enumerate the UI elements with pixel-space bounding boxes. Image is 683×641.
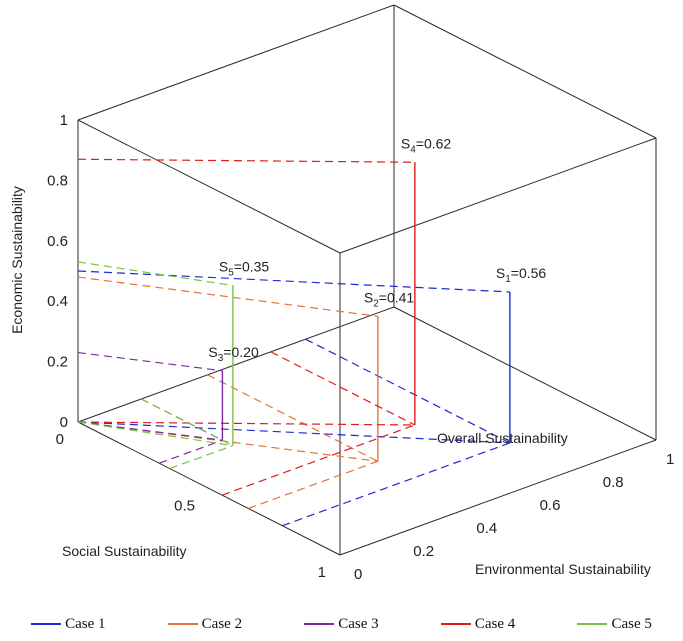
legend-item: Case 5 xyxy=(577,615,652,633)
series-economic-projection xyxy=(77,261,233,287)
series-social-projection xyxy=(282,442,511,527)
series-origin-projection xyxy=(77,421,223,441)
score-annotations: S1=0.56 S2=0.41 S3=0.20 S4=0.62 S5=0.35 xyxy=(208,135,546,364)
legend-label: Case 3 xyxy=(338,615,379,632)
box-edge xyxy=(393,306,657,441)
legend-swatch xyxy=(167,623,198,625)
legend-item: Case 4 xyxy=(440,615,516,633)
social-tick-label: 0.5 xyxy=(174,498,195,515)
box-edge xyxy=(339,439,657,556)
environmental-axis-label: Environmental Sustainability xyxy=(475,561,651,577)
environmental-tick-label: 0.8 xyxy=(603,474,624,491)
legend-label: Case 1 xyxy=(65,615,106,632)
environmental-tick-label: 0 xyxy=(354,566,362,583)
environmental-tick-label: 0.4 xyxy=(476,520,497,537)
legend-swatch xyxy=(31,623,62,625)
social-tick-label: 0 xyxy=(56,431,64,448)
legend-swatch xyxy=(440,623,471,625)
score-annotation: S3=0.20 xyxy=(208,344,259,364)
box-edge xyxy=(339,137,657,254)
legend-swatch xyxy=(304,623,335,625)
series-origin-projection xyxy=(77,421,415,426)
economic-tick-label: 0 xyxy=(60,414,68,431)
series-environmental-projection xyxy=(140,398,234,447)
legend-swatch xyxy=(577,623,608,625)
economic-tick-label: 1 xyxy=(60,112,68,129)
economic-tick-label: 0.8 xyxy=(47,172,68,189)
series-origin-projection xyxy=(77,421,378,462)
series-origin-projection xyxy=(77,421,510,444)
score-annotation: S2=0.41 xyxy=(364,289,415,309)
legend-item: Case 3 xyxy=(304,615,379,633)
series-social-projection xyxy=(248,460,379,510)
box-edge xyxy=(77,4,395,121)
box-edge xyxy=(77,119,341,254)
social-axis-label: Social Sustainability xyxy=(62,543,187,559)
box-edge xyxy=(393,4,657,139)
economic-tick-label: 0.2 xyxy=(47,354,68,371)
series-economic-projection xyxy=(77,276,378,317)
series-economic-projection xyxy=(77,351,223,372)
series-environmental-projection xyxy=(207,374,379,462)
score-annotation: S5=0.35 xyxy=(219,258,270,278)
series-social-projection xyxy=(159,439,223,464)
economic-tick-label: 0.4 xyxy=(47,293,68,310)
series-economic-projection xyxy=(77,270,510,293)
box-edge xyxy=(77,421,341,556)
economic-axis-label: Economic Sustainability xyxy=(9,186,25,334)
series-lines xyxy=(77,158,511,527)
series-social-projection xyxy=(169,444,234,470)
legend-label: Case 5 xyxy=(611,615,652,632)
series-social-projection xyxy=(221,424,416,496)
score-annotation: S1=0.56 xyxy=(496,265,547,285)
tick-labels: 0 0.2 0.4 0.6 0.8 1 0 0.5 1 0 0.2 0.4 0.6 0.8 1 xyxy=(47,112,674,583)
environmental-tick-label: 0.2 xyxy=(413,543,434,560)
legend-label: Case 2 xyxy=(201,615,243,632)
legend-label: Case 4 xyxy=(474,615,516,632)
series-origin-projection xyxy=(77,421,233,447)
overall-sustainability-label: Overall Sustainability xyxy=(437,430,568,446)
economic-tick-label: 0.6 xyxy=(47,233,68,250)
series-environmental-projection xyxy=(270,351,416,426)
series-economic-projection xyxy=(77,158,415,163)
score-annotation: S4=0.62 xyxy=(401,135,452,155)
legend-item: Case 1 xyxy=(31,615,106,633)
social-tick-label: 1 xyxy=(318,564,326,581)
box-edge xyxy=(77,306,395,423)
legend-item: Case 2 xyxy=(167,615,243,633)
environmental-tick-label: 1 xyxy=(666,451,674,468)
environmental-tick-label: 0.6 xyxy=(540,497,561,514)
axis-box xyxy=(77,4,657,556)
legend: Case 1 Case 2 Case 3 Case 4 Case 5 xyxy=(0,612,683,636)
